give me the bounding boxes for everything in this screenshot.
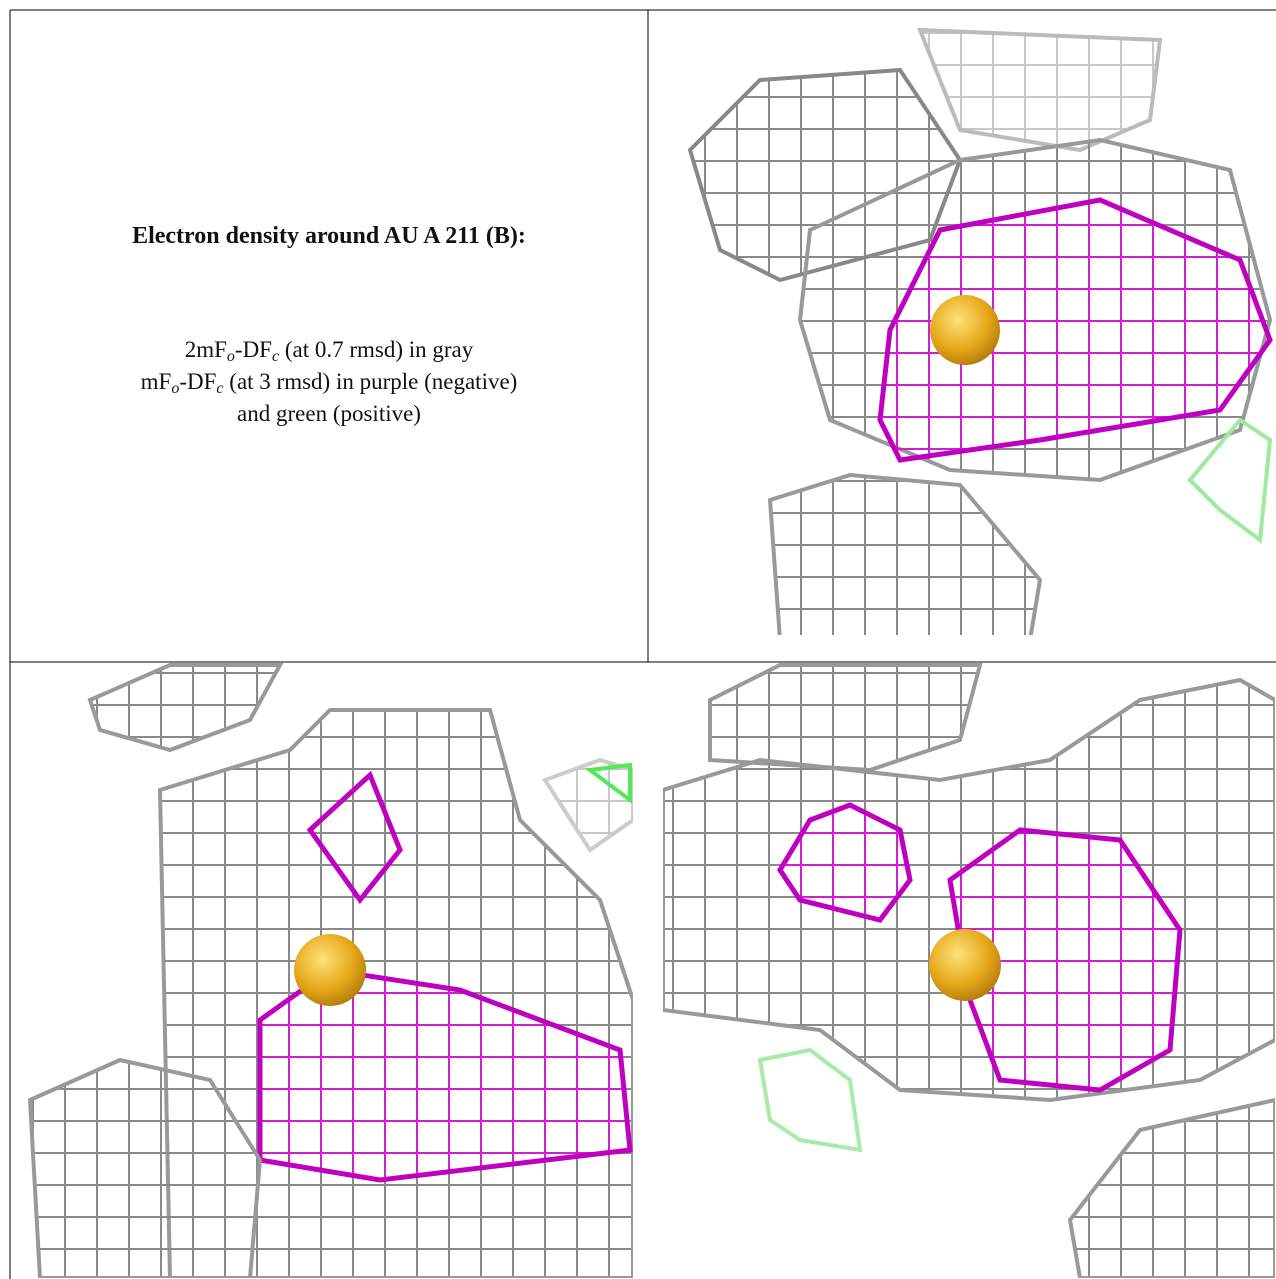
caption: Electron density around AU A 211 (B): 2m… bbox=[11, 11, 647, 661]
caption-text: 2mF bbox=[184, 337, 227, 362]
caption-lines: 2mFo-DFc (at 0.7 rmsd) in gray mFo-DFc (a… bbox=[11, 334, 647, 430]
density-view-3 bbox=[663, 663, 1275, 1278]
caption-text: mF bbox=[140, 369, 172, 394]
caption-text: -DF bbox=[234, 337, 272, 362]
caption-line: mFo-DFc (at 3 rmsd) in purple (negative) bbox=[11, 366, 647, 398]
density-view-2 bbox=[27, 663, 633, 1278]
caption-text: (at 0.7 rmsd) in gray bbox=[279, 337, 474, 362]
subscript: c bbox=[216, 380, 224, 397]
density-view-1 bbox=[687, 27, 1273, 635]
caption-line: and green (positive) bbox=[11, 398, 647, 430]
subscript: o bbox=[226, 348, 235, 365]
subscript: o bbox=[171, 380, 180, 397]
caption-title: Electron density around AU A 211 (B): bbox=[132, 223, 526, 249]
caption-text: -DF bbox=[179, 369, 217, 394]
table-borders bbox=[9, 9, 1276, 1279]
subscript: c bbox=[271, 348, 280, 365]
caption-line: 2mFo-DFc (at 0.7 rmsd) in gray bbox=[11, 334, 647, 366]
caption-text: and green (positive) bbox=[237, 401, 421, 426]
caption-text: (at 3 rmsd) in purple (negative) bbox=[223, 369, 518, 394]
